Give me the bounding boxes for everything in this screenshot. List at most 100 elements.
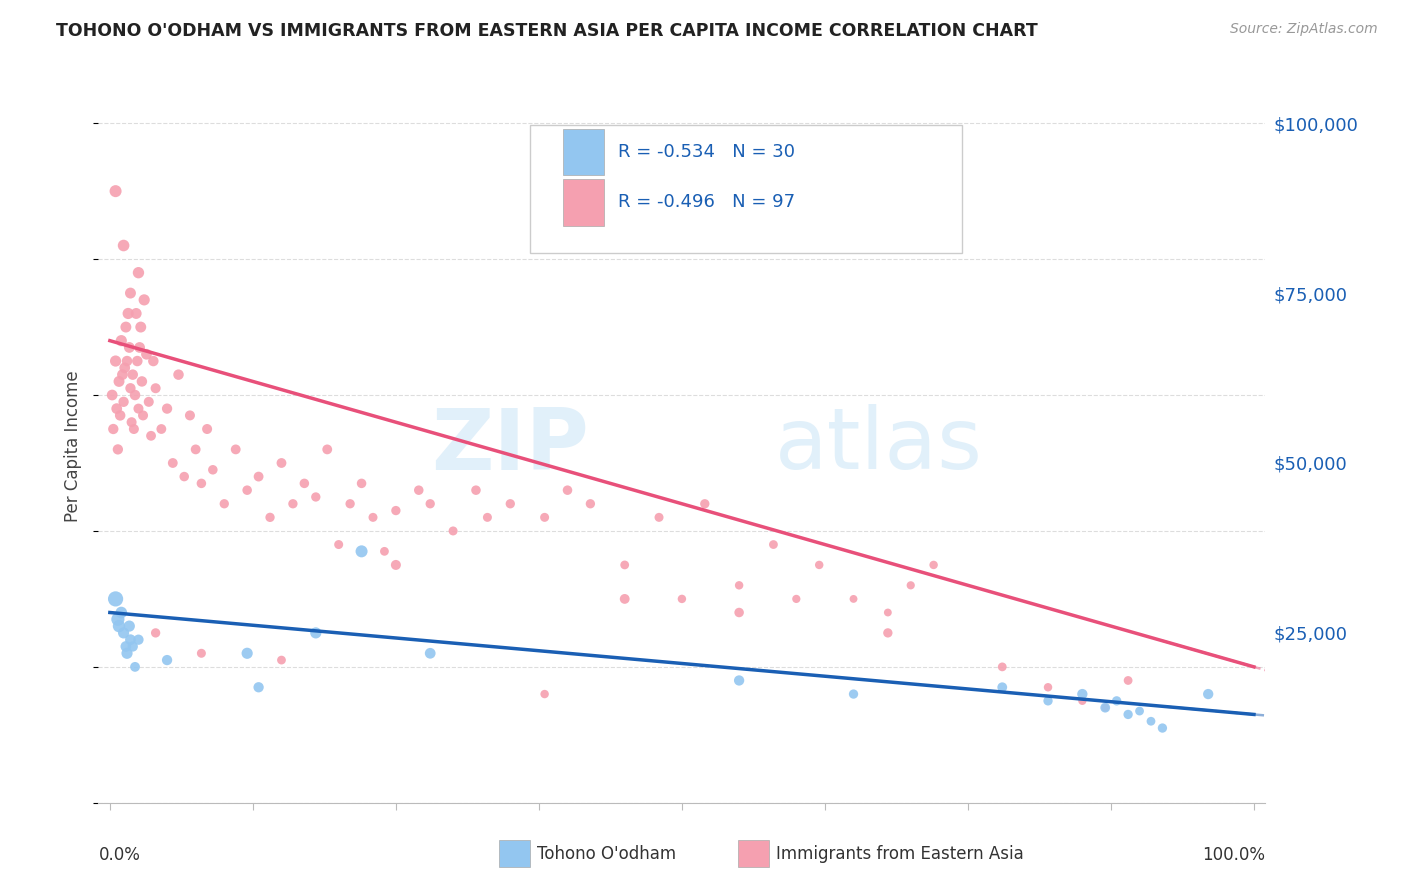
Point xyxy=(373,544,395,558)
Point xyxy=(111,368,134,382)
Point xyxy=(762,537,785,551)
Point xyxy=(270,653,292,667)
Point xyxy=(281,497,304,511)
Point xyxy=(129,320,152,334)
Point xyxy=(156,653,179,667)
Bar xyxy=(562,179,603,226)
Point xyxy=(1128,704,1150,718)
Point xyxy=(173,469,195,483)
Point xyxy=(236,646,259,660)
Point xyxy=(728,578,751,592)
Point xyxy=(139,429,162,443)
Point xyxy=(465,483,488,498)
Point xyxy=(900,578,922,592)
Point xyxy=(236,483,259,498)
Point xyxy=(259,510,281,524)
Point xyxy=(385,503,408,517)
Point xyxy=(1116,707,1139,722)
Point xyxy=(533,510,555,524)
Point xyxy=(876,606,898,620)
Point xyxy=(305,626,328,640)
Point xyxy=(101,388,124,402)
Point xyxy=(808,558,831,572)
Point xyxy=(247,469,270,483)
Point xyxy=(120,381,142,395)
Text: ZIP: ZIP xyxy=(430,404,589,488)
Point xyxy=(156,401,179,416)
Point xyxy=(115,646,138,660)
Point xyxy=(145,381,167,395)
Point xyxy=(361,510,384,524)
Point xyxy=(115,354,138,368)
Point xyxy=(190,476,212,491)
Point xyxy=(128,341,150,355)
Point xyxy=(671,591,693,606)
Point xyxy=(1152,721,1174,735)
Point xyxy=(214,497,236,511)
Point xyxy=(1071,687,1094,701)
Point xyxy=(167,368,190,382)
Point xyxy=(419,497,441,511)
Point xyxy=(292,476,315,491)
Point xyxy=(162,456,184,470)
Point xyxy=(112,394,135,409)
Text: Source: ZipAtlas.com: Source: ZipAtlas.com xyxy=(1230,22,1378,37)
Point xyxy=(107,612,129,626)
Point xyxy=(103,422,125,436)
Point xyxy=(131,375,153,389)
Point xyxy=(134,293,156,307)
Text: R = -0.534   N = 30: R = -0.534 N = 30 xyxy=(617,144,794,161)
Point xyxy=(121,640,143,654)
Point xyxy=(693,497,716,511)
Point xyxy=(122,422,145,436)
Point xyxy=(107,442,129,457)
Point xyxy=(179,409,201,423)
Point xyxy=(1094,700,1116,714)
Point xyxy=(1197,687,1219,701)
Point xyxy=(115,320,138,334)
Point xyxy=(104,184,127,198)
Point xyxy=(270,456,292,470)
Point xyxy=(477,510,499,524)
Text: Tohono O'odham: Tohono O'odham xyxy=(537,845,676,863)
Point xyxy=(127,401,149,416)
Point xyxy=(127,354,149,368)
Point xyxy=(339,497,361,511)
Point xyxy=(104,591,127,606)
Text: atlas: atlas xyxy=(775,404,983,488)
Point xyxy=(842,591,865,606)
Point xyxy=(117,306,139,320)
Point xyxy=(110,334,132,348)
Point xyxy=(114,360,136,375)
Point xyxy=(499,497,522,511)
Point xyxy=(105,401,128,416)
Point xyxy=(1094,700,1116,714)
Point xyxy=(112,626,135,640)
Text: TOHONO O'ODHAM VS IMMIGRANTS FROM EASTERN ASIA PER CAPITA INCOME CORRELATION CHA: TOHONO O'ODHAM VS IMMIGRANTS FROM EASTER… xyxy=(56,22,1038,40)
Point xyxy=(120,286,142,301)
Point xyxy=(648,510,671,524)
Point xyxy=(110,606,132,620)
Point xyxy=(613,558,636,572)
Text: R = -0.496   N = 97: R = -0.496 N = 97 xyxy=(617,194,794,211)
Point xyxy=(132,409,155,423)
Point xyxy=(419,646,441,660)
Point xyxy=(441,524,464,538)
Point xyxy=(922,558,945,572)
Point xyxy=(112,238,135,252)
Point xyxy=(108,409,131,423)
Point xyxy=(1036,680,1059,694)
Point xyxy=(184,442,207,457)
Point xyxy=(225,442,247,457)
Point xyxy=(142,354,165,368)
Point xyxy=(120,632,142,647)
Point xyxy=(121,415,143,429)
Point xyxy=(533,687,555,701)
Point xyxy=(138,394,160,409)
Point xyxy=(201,463,224,477)
FancyBboxPatch shape xyxy=(530,125,962,253)
Point xyxy=(124,660,146,674)
Point xyxy=(195,422,218,436)
Point xyxy=(190,646,212,660)
Point xyxy=(305,490,328,504)
